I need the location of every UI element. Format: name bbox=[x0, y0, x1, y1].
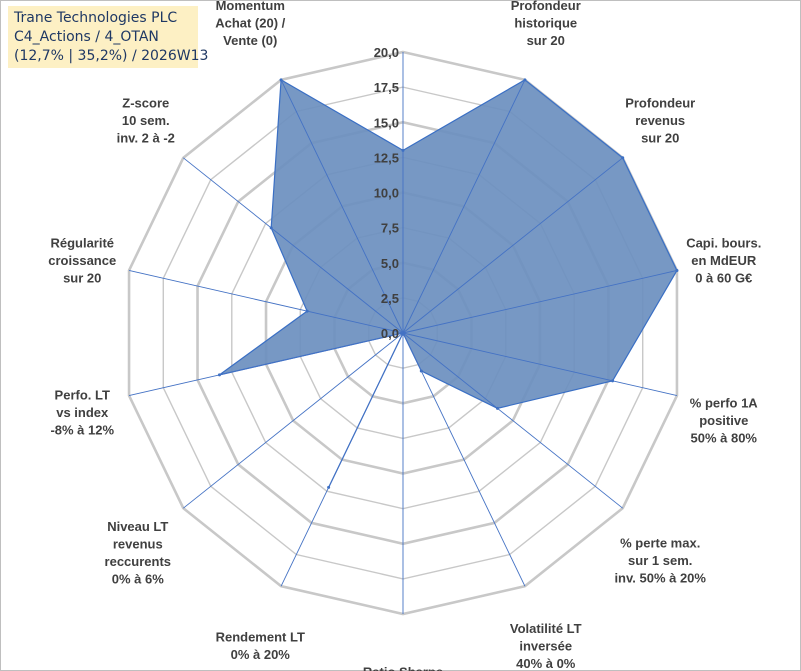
tick-label: 7,5 bbox=[381, 221, 399, 236]
axis-spoke bbox=[402, 79, 526, 334]
category-label: Régularité croissance sur 20 bbox=[48, 235, 116, 285]
title-line-2: C4_Actions / 4_OTAN bbox=[14, 29, 159, 45]
chart-title-box: Trane Technologies PLC C4_Actions / 4_OT… bbox=[8, 6, 209, 68]
category-label: Volatilité LT inversée 40% à 0% bbox=[510, 621, 582, 671]
tick-label: 17,5 bbox=[374, 80, 399, 95]
axis-spoke bbox=[280, 332, 404, 587]
axis-spoke bbox=[402, 157, 623, 334]
axis-spoke bbox=[402, 270, 678, 334]
radar-spokes bbox=[128, 52, 678, 614]
axis-spoke bbox=[402, 332, 623, 509]
tick-label: 5,0 bbox=[381, 256, 399, 271]
radar-tick-labels: 0,0 2,5 5,0 7,5 10,0 12,5 15,0 17,5 20,0 bbox=[374, 45, 399, 341]
category-label: % perfo 1A positive 50% à 80% bbox=[690, 396, 759, 446]
tick-label: 15,0 bbox=[374, 115, 399, 130]
category-label: Profondeur historique sur 20 bbox=[511, 0, 581, 48]
axis-spoke bbox=[280, 79, 404, 334]
axis-spoke bbox=[128, 270, 404, 334]
category-label: Rendement LT 0% à 20% bbox=[216, 630, 305, 663]
axis-spoke bbox=[402, 332, 678, 396]
tick-label: 12,5 bbox=[374, 150, 399, 165]
category-label: Profondeur revenus sur 20 bbox=[625, 95, 695, 145]
tick-label: 10,0 bbox=[374, 186, 399, 201]
category-label: Niveau LT revenus reccurents 0% à 6% bbox=[105, 519, 171, 587]
category-label: Z-score 10 sem. inv. 2 à -2 bbox=[117, 95, 175, 145]
tick-label: 0,0 bbox=[381, 326, 399, 341]
tick-label: 20,0 bbox=[374, 45, 399, 60]
title-line-1: Trane Technologies PLC bbox=[14, 10, 178, 26]
category-label: Capi. bours. en MdEUR 0 à 60 G€ bbox=[686, 235, 761, 285]
category-label: Perfo. LT vs index -8% à 12% bbox=[50, 388, 114, 438]
radar-category-labels: NoteESG sur 20Profondeurhistoriquesur 20… bbox=[48, 0, 761, 671]
tick-label: 2,5 bbox=[381, 291, 399, 306]
axis-spoke bbox=[183, 332, 404, 509]
axis-spoke bbox=[183, 157, 404, 334]
title-line-3: (12,7% | 35,2%) / 2026W13 bbox=[14, 48, 209, 64]
category-label: Ratio Sharpe0 à 1 bbox=[363, 664, 443, 671]
category-label: % perte max. sur 1 sem. inv. 50% à 20% bbox=[614, 536, 706, 586]
axis-spoke bbox=[402, 332, 526, 587]
category-label: Momentum Achat (20) / Vente (0) bbox=[215, 0, 285, 48]
axis-spoke bbox=[128, 332, 404, 396]
